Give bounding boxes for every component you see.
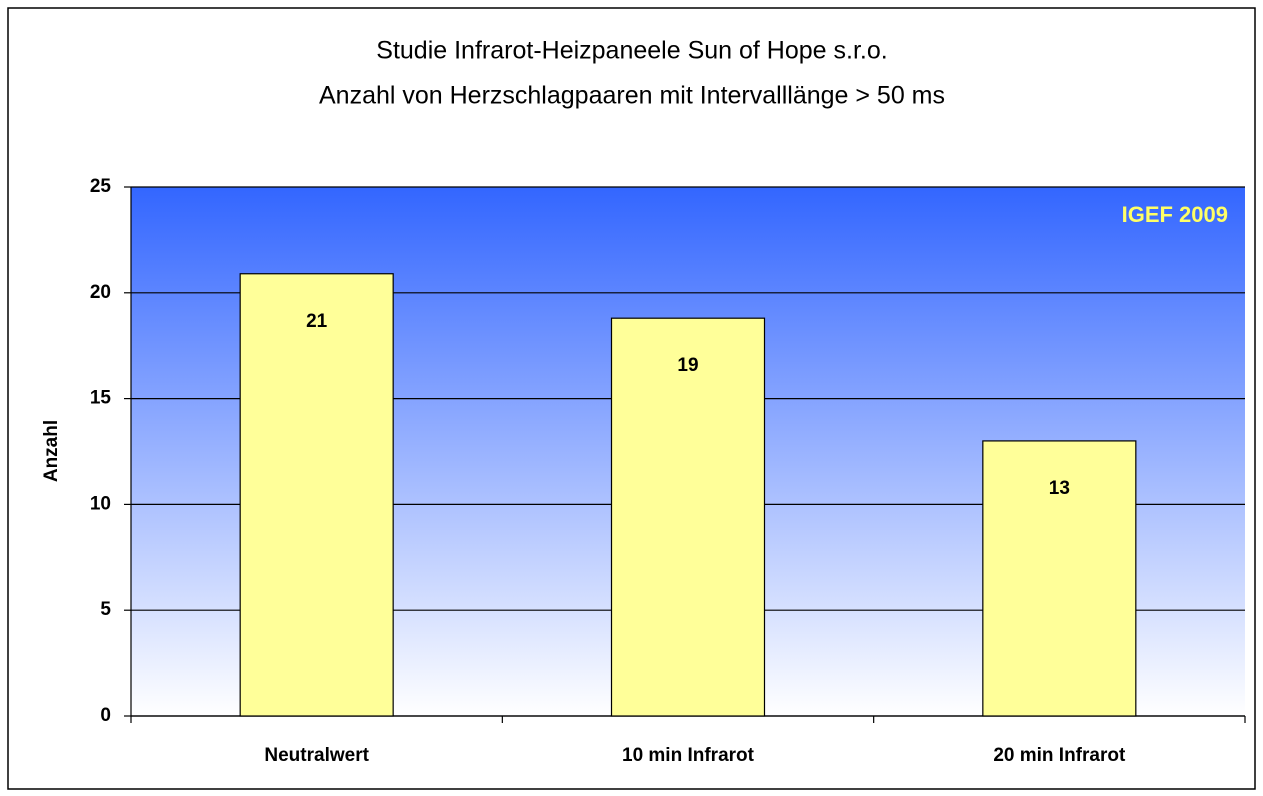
bar [610,317,766,717]
y-tick-label: 5 [100,599,111,620]
data-label: 13 [1049,478,1070,499]
chart-subtitle: Anzahl von Herzschlagpaaren mit Interval… [319,82,945,110]
y-tick-label: 10 [90,493,111,514]
data-label: 21 [306,311,328,332]
y-tick-label: 25 [90,176,112,197]
bar [239,273,394,717]
y-tick-label: 15 [90,388,112,409]
chart-title: Studie Infrarot-Heizpaneele Sun of Hope … [376,37,887,65]
y-tick-label: 20 [90,282,111,303]
data-label: 19 [677,355,698,376]
x-tick-label: 20 min Infrarot [993,745,1126,766]
y-axis-label: Anzahl [41,420,62,482]
y-tick-label: 0 [100,705,111,726]
annotation: IGEF 2009 [1122,202,1228,227]
x-tick-label: Neutralwert [264,745,369,766]
bar [982,440,1137,717]
x-tick-label: 10 min Infrarot [622,745,755,766]
